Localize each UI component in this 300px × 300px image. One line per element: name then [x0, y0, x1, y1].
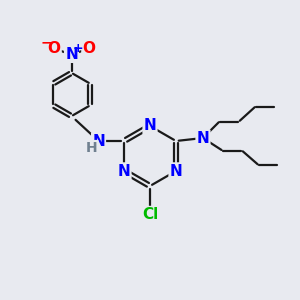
Text: H: H [86, 141, 98, 154]
Text: N: N [118, 164, 130, 178]
Text: N: N [196, 130, 209, 146]
Text: N: N [169, 164, 182, 178]
Text: O: O [48, 41, 61, 56]
Text: Cl: Cl [142, 207, 158, 222]
Text: +: + [73, 42, 83, 55]
Text: N: N [144, 118, 156, 134]
Text: N: N [65, 47, 78, 62]
Text: −: − [40, 35, 52, 49]
Text: O: O [82, 41, 95, 56]
Text: N: N [92, 134, 105, 148]
